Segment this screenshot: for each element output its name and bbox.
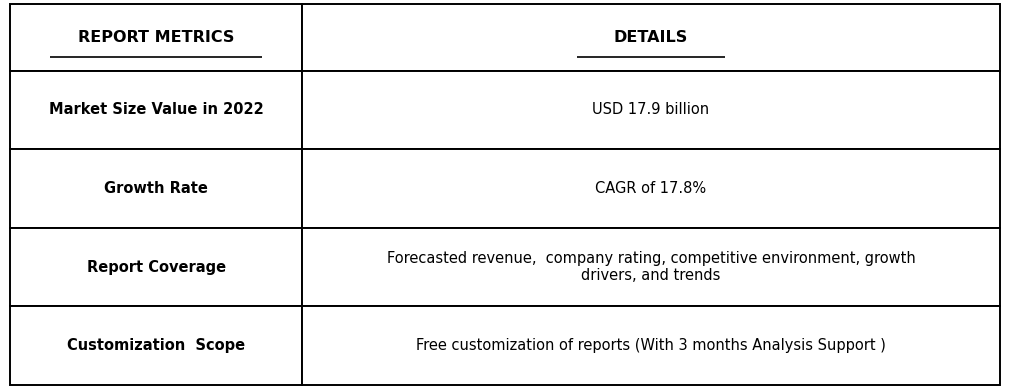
Text: Forecasted revenue,  company rating, competitive environment, growth
drivers, an: Forecasted revenue, company rating, comp… — [387, 251, 915, 283]
Text: Report Coverage: Report Coverage — [87, 260, 225, 275]
Bar — [10, 149, 302, 228]
Bar — [302, 228, 1000, 307]
Bar — [10, 228, 302, 307]
Text: DETAILS: DETAILS — [614, 30, 688, 45]
Bar — [10, 307, 302, 385]
Text: Market Size Value in 2022: Market Size Value in 2022 — [48, 102, 264, 117]
Text: Customization  Scope: Customization Scope — [67, 338, 245, 353]
Bar — [10, 4, 302, 71]
Bar — [302, 149, 1000, 228]
Text: REPORT METRICS: REPORT METRICS — [78, 30, 234, 45]
Bar — [302, 4, 1000, 71]
Bar — [10, 71, 302, 149]
Text: Growth Rate: Growth Rate — [104, 181, 208, 196]
Bar — [302, 71, 1000, 149]
Text: CAGR of 17.8%: CAGR of 17.8% — [596, 181, 707, 196]
Text: Free customization of reports (With 3 months Analysis Support ): Free customization of reports (With 3 mo… — [416, 338, 886, 353]
Bar — [302, 307, 1000, 385]
Text: USD 17.9 billion: USD 17.9 billion — [593, 102, 710, 117]
